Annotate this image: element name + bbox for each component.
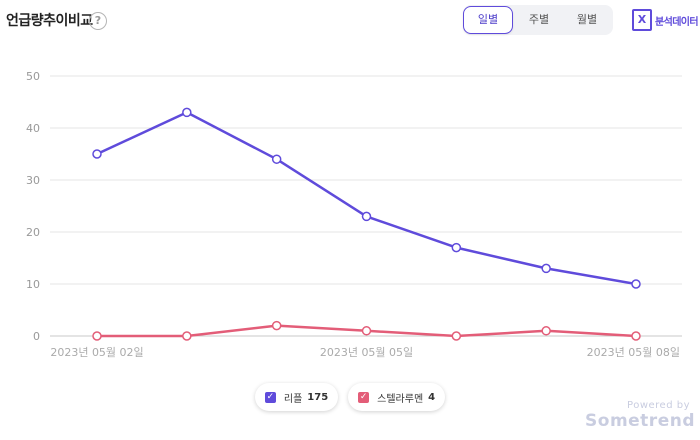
series-line	[96, 111, 637, 286]
period-toggle: 일별 주별 월별	[463, 5, 613, 35]
powered-by-watermark: Powered by Sometrend	[585, 400, 695, 431]
data-point	[361, 211, 372, 222]
data-point	[541, 263, 551, 274]
tab-daily[interactable]: 일별	[463, 6, 513, 34]
y-tick-label: 10	[26, 278, 40, 291]
legend-series-name: 리플	[283, 393, 303, 405]
y-tick-label: 20	[26, 226, 40, 239]
analysis-data-label: 분석데이터	[655, 16, 699, 28]
data-point	[271, 154, 282, 164]
data-point	[451, 331, 462, 341]
data-point	[92, 331, 102, 341]
y-tick-label: 30	[26, 174, 40, 187]
analysis-data-button[interactable]: X 분석데이터	[632, 9, 699, 31]
data-point	[451, 242, 462, 253]
x-tick-label: 2023년 05월 05일	[320, 345, 413, 359]
data-point	[182, 107, 192, 118]
data-point	[271, 320, 282, 331]
excel-icon: X	[632, 9, 652, 31]
page-title: 언급량추이비교	[6, 13, 93, 29]
data-point	[182, 331, 192, 341]
checkbox-checked-icon: ✓	[358, 391, 370, 403]
legend-series-total: 175	[307, 391, 329, 403]
brand-logo: Sometrend	[585, 411, 695, 431]
data-point	[631, 279, 641, 289]
y-tick-label: 40	[26, 122, 40, 135]
y-tick-label: 0	[33, 330, 40, 343]
x-tick-label: 2023년 05월 02일	[50, 345, 143, 359]
checkbox-checked-icon: ✓	[264, 391, 276, 403]
data-point	[541, 326, 551, 336]
data-point	[361, 326, 372, 336]
legend-series-name: 스텔라루멘	[377, 393, 424, 405]
tab-weekly[interactable]: 주별	[528, 13, 550, 26]
x-tick-label: 2023년 05월 08일	[587, 345, 680, 359]
powered-by-text: Powered by	[627, 400, 690, 411]
data-point	[92, 149, 102, 159]
legend-item-ripple[interactable]: ✓ 리플 175	[254, 383, 339, 411]
legend-series-total: 4	[428, 391, 436, 403]
y-tick-label: 50	[26, 70, 40, 83]
line-chart: 0 10 20 30 40 50 2023년 05월 02일 2023년 05월 05일 202…	[26, 70, 682, 359]
data-point	[631, 331, 641, 341]
legend-item-stellar[interactable]: ✓ 스텔라루멘 4	[348, 383, 446, 411]
tab-monthly[interactable]: 월별	[576, 13, 598, 26]
legend: ✓ 리플 175 ✓ 스텔라루멘 4	[0, 383, 700, 411]
help-icon[interactable]: ?	[89, 12, 107, 30]
